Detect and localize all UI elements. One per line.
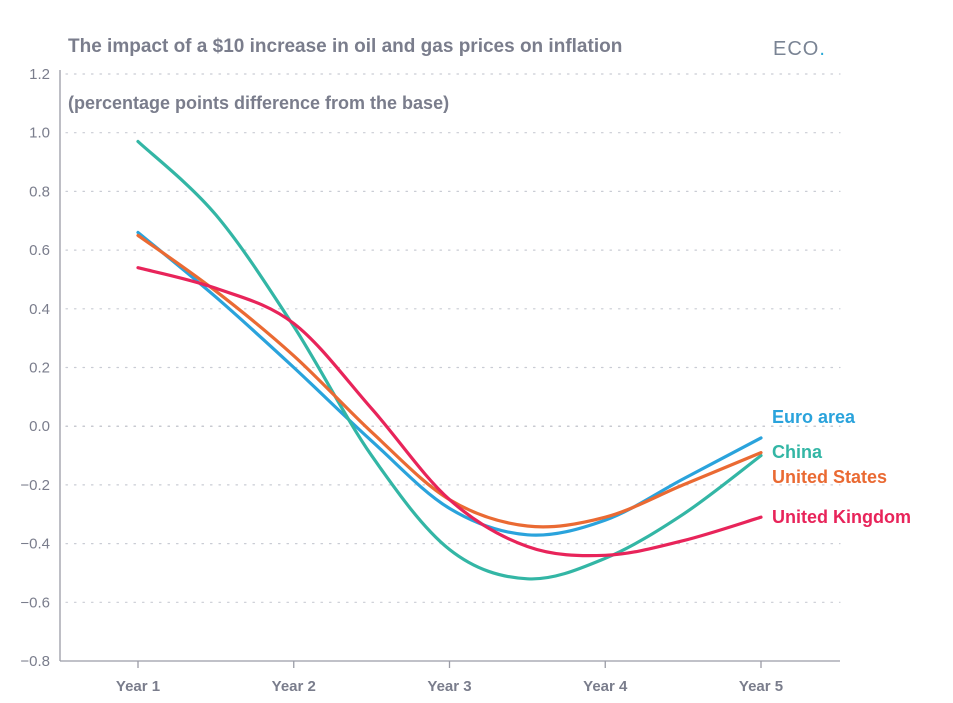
series-label-united-kingdom: United Kingdom	[772, 507, 911, 527]
chart-subtitle: (percentage points difference from the b…	[68, 93, 450, 113]
y-axis-ticks: 1.2 1.0 0.8 0.6 0.4 0.2 0.0 −0.2 −0.4 −0.6 −0.8	[20, 66, 50, 670]
axes	[59, 70, 840, 662]
eco-logo: ECO.	[773, 38, 826, 61]
logo-text: ECO	[773, 38, 820, 60]
series-lines	[136, 139, 763, 581]
series-label-united-states: United States	[772, 467, 887, 487]
y-tick-label: 0.6	[29, 242, 50, 259]
logo-dot: .	[819, 38, 826, 60]
series-line-united-kingdom	[136, 266, 763, 558]
y-tick-label: −0.8	[20, 653, 50, 670]
series-line-china	[136, 139, 763, 581]
x-tick-label: Year 3	[427, 678, 471, 695]
y-tick-label: 0.2	[29, 360, 50, 377]
x-tick-label: Year 4	[583, 678, 628, 695]
y-tick-label: −0.4	[20, 536, 50, 553]
y-tick-label: 0.0	[29, 418, 50, 435]
series-line-euro-area	[136, 230, 763, 537]
series-labels: Euro area China United States United Kingdo…	[772, 407, 911, 527]
x-tick-label: Year 5	[739, 678, 783, 695]
x-axis-ticks: Year 1 Year 2 Year 3 Year 4 Year 5	[116, 661, 783, 695]
x-tick-label: Year 2	[272, 678, 316, 695]
series-label-china: China	[772, 442, 823, 462]
y-tick-label: −0.6	[20, 594, 50, 611]
x-tick-label: Year 1	[116, 678, 160, 695]
gridlines	[65, 73, 841, 603]
series-line-united-states	[136, 233, 763, 529]
series-label-euro-area: Euro area	[772, 407, 856, 427]
y-tick-label: 1.0	[29, 125, 50, 142]
chart-title: The impact of a $10 increase in oil and …	[68, 36, 623, 57]
y-tick-label: −0.2	[20, 477, 50, 494]
y-tick-label: 1.2	[29, 66, 50, 83]
y-tick-label: 0.4	[29, 301, 50, 318]
y-tick-label: 0.8	[29, 183, 50, 200]
